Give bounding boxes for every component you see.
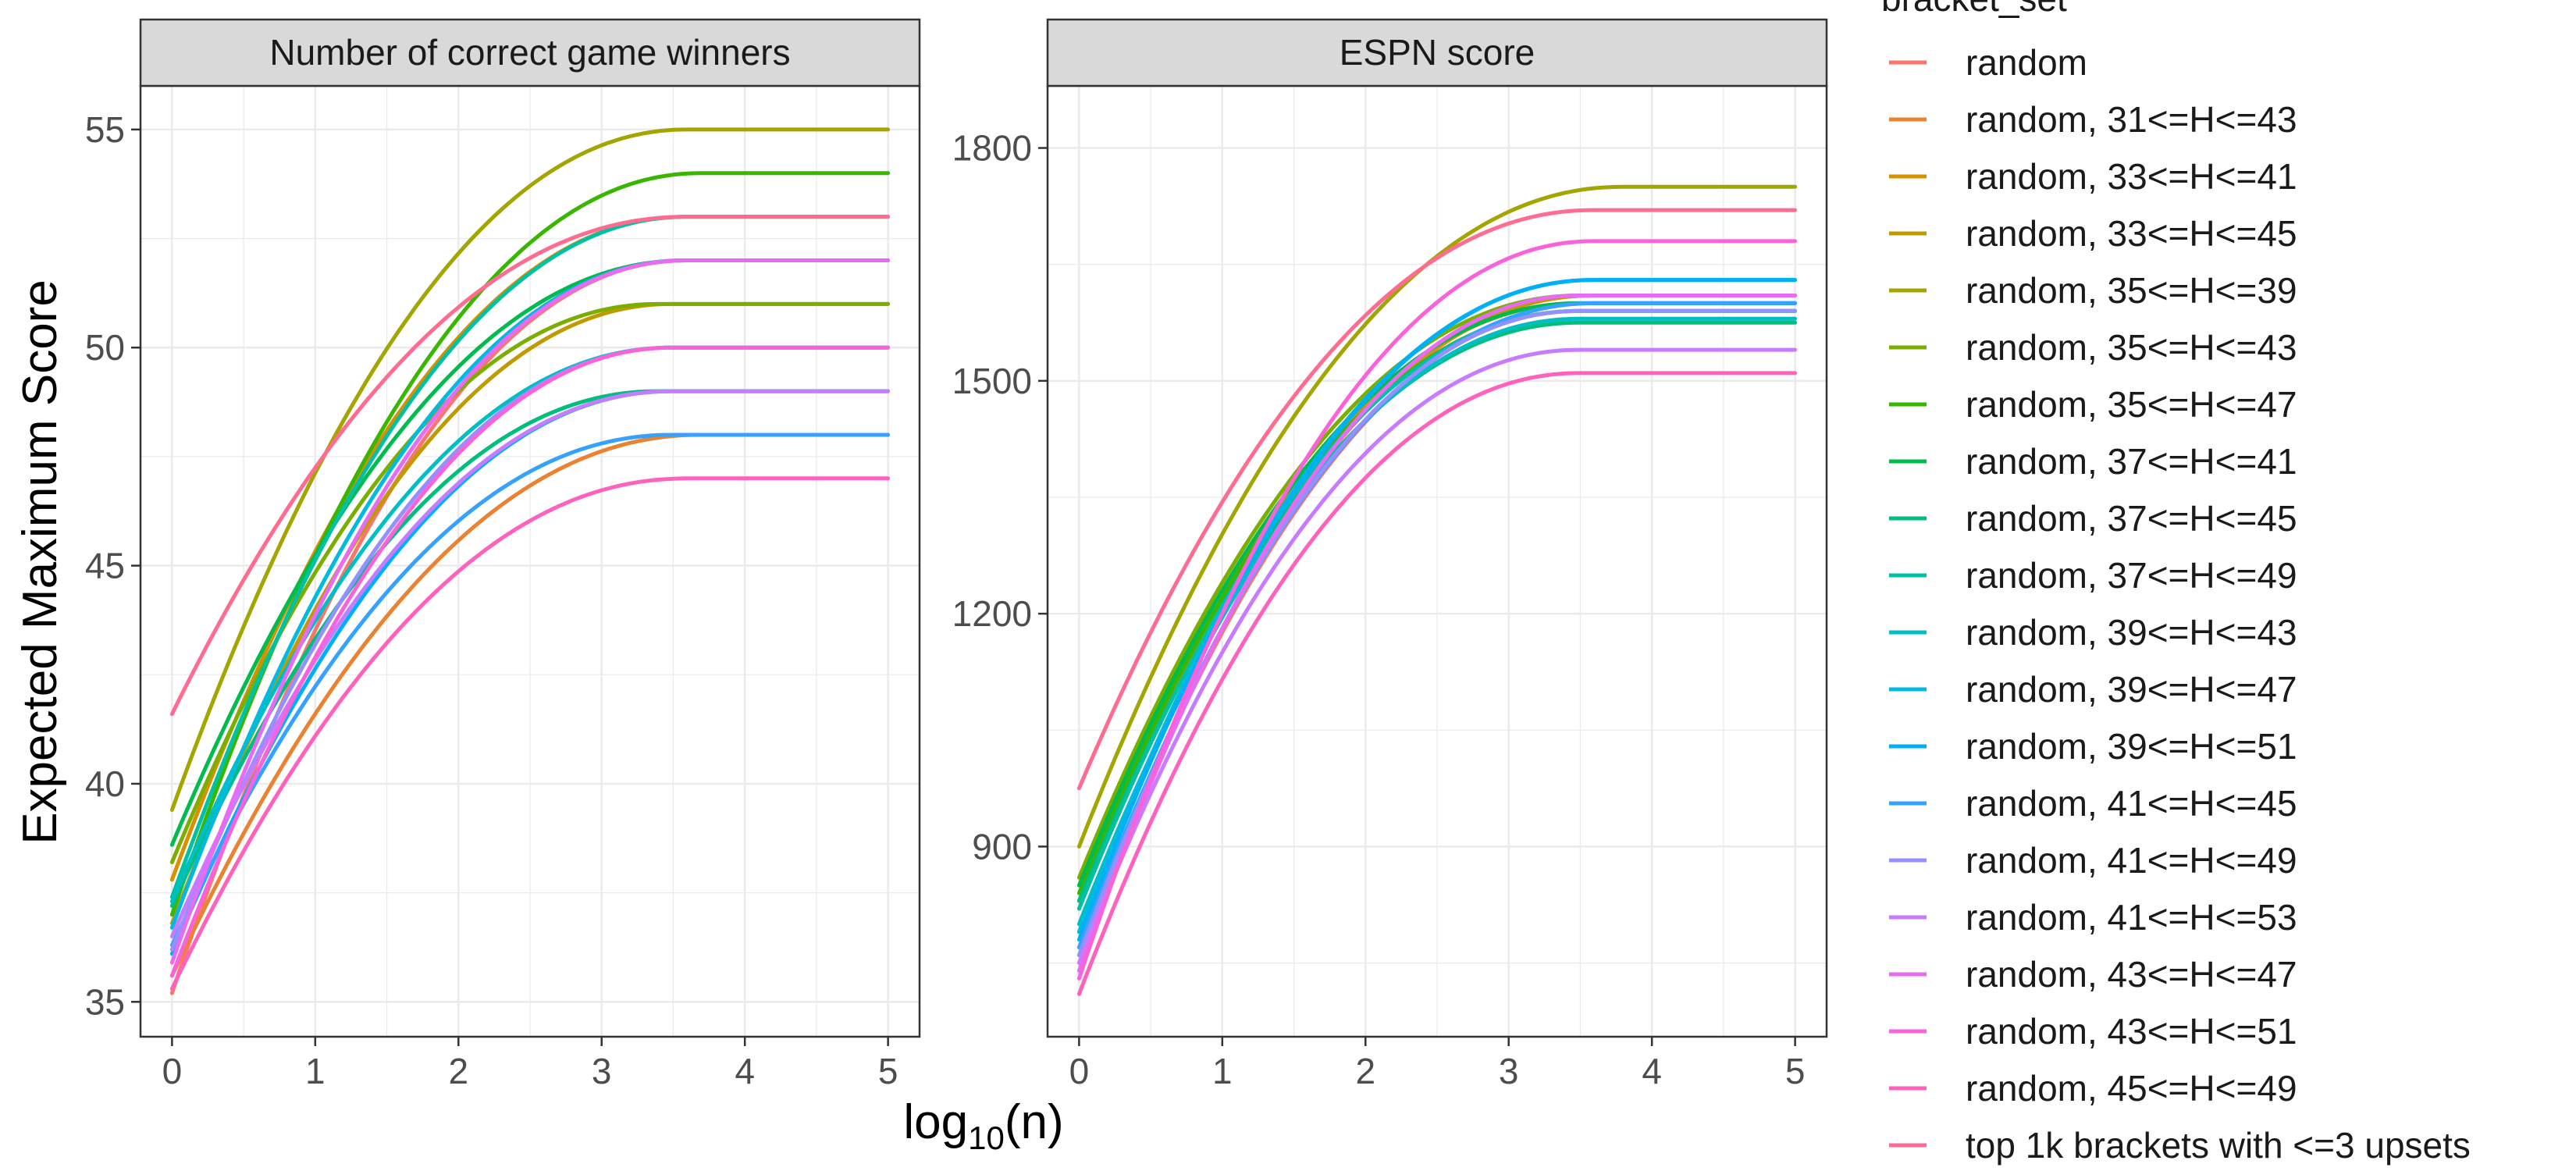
series-line <box>169 301 891 864</box>
series-line <box>169 127 891 812</box>
y-tick-label: 1500 <box>952 361 1032 401</box>
legend-label: random, 31<=H<=43 <box>1966 99 2297 140</box>
y-tick-label: 55 <box>85 109 125 150</box>
facet-strip-title: ESPN score <box>1340 32 1535 73</box>
series-line <box>1076 294 1798 973</box>
legend-label: random, 33<=H<=45 <box>1966 213 2297 254</box>
y-tick-label: 1800 <box>952 128 1032 169</box>
x-tick-label: 5 <box>878 1051 898 1091</box>
x-tick-label: 0 <box>1069 1051 1090 1091</box>
series-line <box>169 258 891 965</box>
legend-label: random, 33<=H<=41 <box>1966 156 2297 197</box>
legend-label: random, 41<=H<=49 <box>1966 840 2297 881</box>
y-tick-label: 50 <box>85 327 125 368</box>
legend-label: random, 37<=H<=41 <box>1966 441 2297 482</box>
x-tick-label: 3 <box>592 1051 612 1091</box>
y-tick-label: 40 <box>85 763 125 804</box>
legend-label: random, 45<=H<=49 <box>1966 1068 2297 1109</box>
series-line <box>1076 371 1798 996</box>
facet-strip-title: Number of correct game winners <box>269 32 790 73</box>
legend-label: random, 37<=H<=45 <box>1966 498 2297 539</box>
series-line <box>1076 347 1798 965</box>
series-line <box>1076 208 1798 791</box>
series-line <box>169 432 891 948</box>
panel-espn-score: ESPN score 900 1200 1500 1800 0 1 2 3 4 5 <box>952 18 1828 1091</box>
series-line <box>1076 239 1798 981</box>
y-tick-label: 45 <box>85 546 125 586</box>
legend-label: random, 43<=H<=47 <box>1966 954 2297 995</box>
x-tick-label: 4 <box>735 1051 755 1091</box>
panel-series-lines <box>169 127 891 995</box>
series-line <box>169 476 891 991</box>
legend-items: random random, 31<=H<=43 random, 33<=H<=41… <box>1889 42 2471 1166</box>
y-tick-label: 1200 <box>952 593 1032 634</box>
x-tick-label: 2 <box>448 1051 468 1091</box>
panel-gridlines <box>1048 86 1827 1037</box>
legend-label: random <box>1966 42 2087 83</box>
series-line <box>1076 278 1798 942</box>
legend-label: top 1k brackets with <=3 upsets <box>1966 1125 2471 1166</box>
panel-correct-winners: Number of correct game winners 354045505… <box>85 18 921 1091</box>
x-tick-label: 3 <box>1499 1051 1519 1091</box>
x-axis-title-subscript: 10 <box>968 1119 1005 1156</box>
legend-label: random, 39<=H<=43 <box>1966 612 2297 653</box>
series-line <box>169 215 891 717</box>
facet-strip <box>1046 18 1828 87</box>
x-tick-label: 1 <box>1212 1051 1233 1091</box>
facet-strip <box>139 18 921 87</box>
legend-label: random, 35<=H<=39 <box>1966 270 2297 311</box>
x-tick-label: 4 <box>1642 1051 1662 1091</box>
y-axis-title: Expected Maximum Score <box>13 279 67 845</box>
x-axis-title: log10(n) <box>903 1095 1063 1156</box>
legend-label: random, 41<=H<=53 <box>1966 897 2297 938</box>
x-axis-title-suffix: (n) <box>1005 1095 1064 1149</box>
legend-title: bracket_set <box>1881 0 2067 19</box>
legend-label: random, 35<=H<=43 <box>1966 327 2297 368</box>
legend-label: random, 43<=H<=51 <box>1966 1011 2297 1052</box>
legend-label: random, 39<=H<=47 <box>1966 669 2297 710</box>
panel-series-lines <box>1076 184 1798 996</box>
legend-label: random, 39<=H<=51 <box>1966 726 2297 767</box>
legend-label: random, 35<=H<=47 <box>1966 384 2297 425</box>
legend-label: random, 41<=H<=45 <box>1966 783 2297 824</box>
x-axis-ticks: 0 1 2 3 4 5 <box>162 1037 898 1091</box>
x-tick-label: 2 <box>1355 1051 1375 1091</box>
y-tick-label: 900 <box>972 826 1032 867</box>
x-axis-title-main: log <box>903 1095 968 1149</box>
x-axis-ticks: 0 1 2 3 4 5 <box>1069 1037 1806 1091</box>
y-axis-ticks: 35 40 45 50 55 <box>85 109 141 1022</box>
x-tick-label: 1 <box>305 1051 326 1091</box>
series-line <box>169 345 891 978</box>
y-tick-label: 35 <box>85 981 125 1022</box>
x-tick-label: 5 <box>1785 1051 1806 1091</box>
legend-label: random, 37<=H<=49 <box>1966 555 2297 596</box>
y-axis-ticks: 900 1200 1500 1800 <box>952 128 1048 867</box>
x-tick-label: 0 <box>162 1051 183 1091</box>
